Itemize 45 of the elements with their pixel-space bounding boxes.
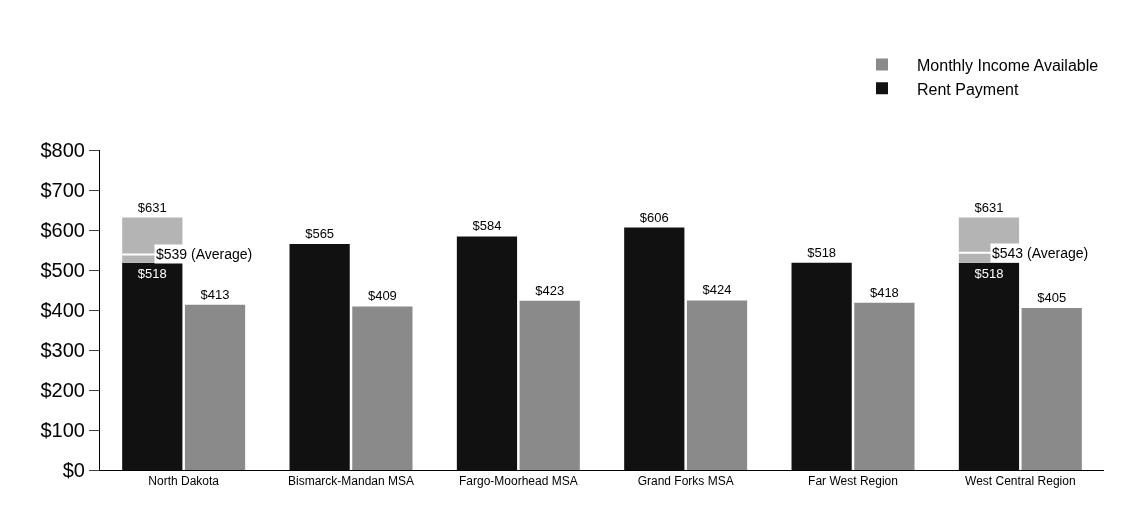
bar [686, 300, 748, 470]
data-label: $584 [472, 218, 502, 234]
x-tick-label: Fargo-Moorhead MSA [458, 474, 578, 489]
data-label: $418 [869, 284, 899, 300]
y-tick-label: $200 [40, 379, 85, 401]
bar [854, 302, 915, 470]
bar [289, 244, 350, 470]
data-label: $405 [1037, 290, 1067, 305]
annotation: $543 (Average) [992, 245, 1089, 261]
data-label: $409 [367, 288, 397, 304]
y-tick-label: $700 [40, 179, 85, 201]
data-label: $631 [974, 199, 1004, 215]
y-tick-label: $800 [40, 139, 85, 161]
x-tick-label: North Dakota [148, 474, 220, 489]
bar [122, 262, 183, 470]
data-label: $518 [974, 265, 1004, 281]
legend-label: Rent Payment [917, 80, 1019, 98]
bar [184, 304, 246, 470]
x-tick-label: Grand Forks MSA [637, 474, 734, 489]
data-label: $518 [137, 265, 167, 281]
x-tick-label: Bismarck-Mandan MSA [287, 474, 415, 489]
bar [624, 227, 685, 470]
data-label: $413 [200, 286, 230, 302]
data-label: $606 [639, 209, 669, 225]
y-tick-label: $300 [40, 339, 85, 361]
y-tick-label: $600 [40, 219, 85, 241]
bar [352, 306, 413, 470]
data-label: $423 [535, 282, 565, 298]
bar [519, 300, 580, 470]
y-tick-label: $400 [40, 299, 85, 321]
data-label: $565 [305, 226, 335, 241]
legend-label: Monthly Income Available [917, 56, 1099, 74]
bar [456, 236, 518, 470]
x-tick-label: West Central Region [965, 474, 1076, 489]
data-label: $424 [702, 282, 732, 298]
bar [1021, 308, 1082, 470]
y-tick-label: $100 [40, 419, 85, 441]
annotation: $539 (Average) [156, 246, 253, 262]
x-tick-label: Far West Region [808, 474, 898, 489]
y-tick-label: $500 [40, 259, 85, 281]
bar [791, 262, 852, 470]
data-label: $631 [137, 199, 167, 215]
bar [958, 262, 1020, 470]
y-tick-label: $0 [62, 459, 85, 481]
data-label: $518 [807, 244, 837, 260]
